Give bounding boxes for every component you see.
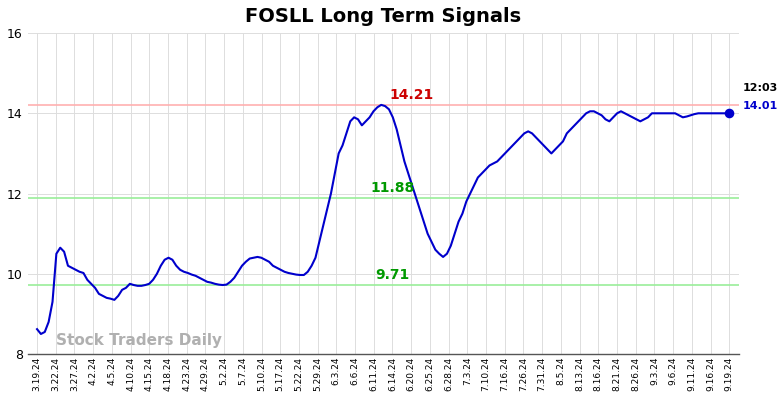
Text: 14.01: 14.01	[742, 101, 778, 111]
Point	[723, 110, 735, 116]
Title: FOSLL Long Term Signals: FOSLL Long Term Signals	[245, 7, 521, 26]
Text: Stock Traders Daily: Stock Traders Daily	[56, 333, 222, 348]
Text: 11.88: 11.88	[370, 181, 415, 195]
Text: 12:03: 12:03	[742, 83, 778, 93]
Text: 9.71: 9.71	[376, 267, 409, 282]
Text: 14.21: 14.21	[389, 88, 434, 102]
